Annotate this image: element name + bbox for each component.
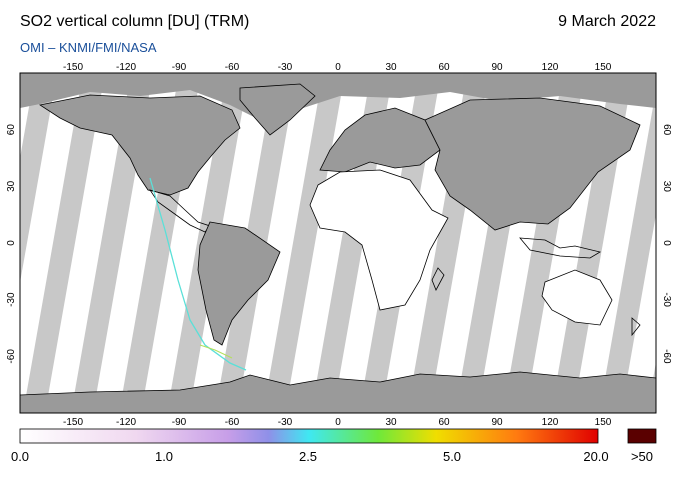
longitude-labels-bottom: -150 -120 -90 -60 -30 0 30 60 90 120 150 [63,417,612,428]
latitude-labels-right: 60 30 0 -30 -60 [661,124,672,364]
latitude-tick-label: 60 [6,124,17,136]
longitude-tick-label: 0 [335,62,341,73]
latitude-tick-label: 60 [661,124,672,136]
longitude-tick-label: 120 [542,417,559,428]
south-america [197,221,281,346]
colorbar [19,428,599,444]
longitude-tick-label: 120 [542,62,559,73]
madagascar [431,267,445,291]
orbit-gap-band [263,73,345,413]
orbit-gap-band [599,90,656,413]
longitude-tick-label: 60 [438,417,450,428]
longitude-tick-label: -60 [225,62,240,73]
latitude-tick-label: 0 [661,240,672,246]
latitude-tick-label: -60 [661,349,672,364]
latitude-tick-label: 30 [6,180,17,192]
latitude-labels-left: 60 30 0 -30 -60 [6,124,17,364]
indonesia [519,237,602,259]
longitude-tick-label: 90 [491,417,503,428]
longitude-labels-top: -150 -120 -90 -60 -30 0 30 60 90 120 150 [63,62,612,73]
longitude-tick-label: -150 [63,62,83,73]
greenland [239,83,316,136]
asia [424,97,641,231]
colorbar-label-2: 2.5 [298,449,318,464]
colorbar-label-4: 20.0 [583,449,609,464]
longitude-tick-label: -60 [225,417,240,428]
longitude-tick-label: 30 [385,417,397,428]
longitude-tick-label: -90 [172,417,187,428]
longitude-tick-label: -90 [172,62,187,73]
map-title: SO2 vertical column [DU] (TRM) [20,13,250,30]
map-frame [19,72,657,414]
longitude-tick-label: -120 [116,417,136,428]
longitude-tick-label: -30 [278,417,293,428]
colorbar-label-3: 5.0 [442,449,462,464]
longitude-tick-label: -30 [278,62,293,73]
antarctica [20,371,656,413]
latitude-tick-label: -30 [6,292,17,307]
longitude-tick-label: 150 [595,417,612,428]
colorbar-overflow-label: >50 [630,449,654,464]
colorbar-overflow-swatch [627,428,657,444]
orbit-gap-band [23,73,105,413]
north-america [38,94,241,196]
longitude-tick-label: 60 [438,62,450,73]
longitude-tick-label: -120 [116,62,136,73]
latitude-tick-label: 30 [661,181,672,193]
arctic-cap [20,73,656,120]
colorbar-label-0: 0.0 [10,449,30,464]
longitude-tick-label: 30 [385,62,397,73]
so2-track-line [149,177,247,371]
colorbar-label-1: 1.0 [154,449,174,464]
so2-track-line-2 [199,344,233,359]
longitude-tick-label: 90 [491,62,503,73]
africa [309,169,449,311]
longitude-tick-label: 0 [335,417,341,428]
longitude-tick-label: -150 [63,417,83,428]
australia [541,269,613,326]
latitude-tick-label: -30 [661,292,672,307]
map-date: 9 March 2022 [558,13,656,30]
latitude-tick-label: -60 [6,349,17,364]
data-source: OMI – KNMI/FMI/NASA [20,40,157,55]
longitude-tick-label: 150 [595,62,612,73]
new-zealand [631,317,641,337]
latitude-tick-label: 0 [6,240,17,246]
orbit-gap-band [20,73,57,283]
